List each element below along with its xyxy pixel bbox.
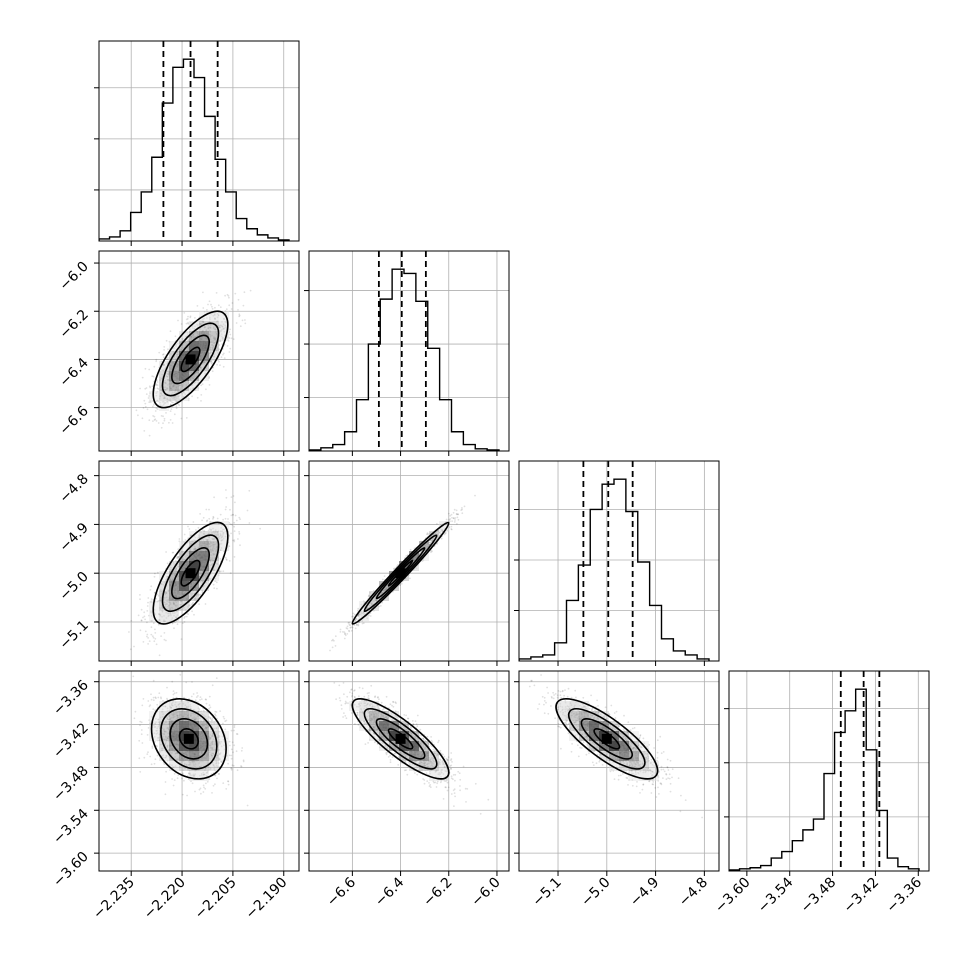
x-tick-label: −5.0 [578,875,613,910]
contour-level-2 [160,708,218,770]
hist-panel-0 [94,40,300,246]
x-tick-label: −4.8 [676,875,711,910]
y-tick-label: −4.9 [56,520,91,555]
axes-frame [308,670,510,872]
x-tick-label: −3.48 [798,875,840,917]
density-peak [601,733,612,744]
axes-frame [98,250,300,452]
axes-frame [728,670,930,872]
y-tick-label: −3.36 [50,677,92,719]
y-tick-label: −5.0 [56,569,91,604]
axes-frame [518,460,720,662]
gridlines [519,461,719,661]
contours [152,310,229,409]
contours [351,698,450,780]
contour-level-2 [161,322,220,397]
x-tick-label: −6.6 [324,874,359,909]
contour-level-2 [161,534,220,613]
contour-level-3 [152,310,229,409]
y-tick-label: −6.0 [56,259,91,294]
panel-1-2 [304,460,510,666]
corner-panels: −6.6−6.4−6.2−6.0−5.1−5.0−4.9−4.8−2.235 −2… [50,40,930,923]
axes-frame [98,670,300,872]
x-tick-label: −3.54 [755,874,797,916]
hist-panel-1 [304,250,510,456]
x-tick-label: −6.2 [420,875,455,910]
y-tick-label: −3.42 [50,720,92,762]
panel-2-3: −5.1 −5.0 −4.9 −4.8 [514,670,720,910]
contour-level-1 [580,718,633,760]
histogram [309,268,500,451]
panel-0-1: −6.6 −6.4 −6.2 −6.0 [56,250,300,456]
x-tick-label: −2.190 [243,875,291,923]
density-peak [183,733,194,744]
gridlines [99,41,299,241]
contour-level-1 [171,547,210,600]
histogram [729,688,920,871]
x-tick-label: −3.42 [841,875,883,917]
y-tick-label: −6.6 [56,403,91,438]
histogram [99,58,290,241]
x-tick-label: −6.0 [468,875,503,910]
gridlines [309,671,509,871]
histogram [519,478,710,661]
gridlines [309,251,509,451]
hist-panel-3: −3.60 −3.54 −3.48 −3.42 −3.36 [712,670,930,917]
x-tick-label: −2.220 [141,875,189,923]
x-tick-label: −6.4 [372,874,407,909]
contour-level-0 [178,728,199,750]
panel-1-3: −6.6 −6.4 −6.2 −6.0 [304,670,510,910]
x-tick-label: −4.9 [627,875,662,910]
hist-panel-2 [514,460,720,666]
contour-level-2 [567,708,646,770]
y-tick-label: −3.54 [50,806,92,848]
gridlines [519,671,719,871]
y-tick-label: −4.8 [56,471,91,506]
contour-level-3 [351,698,450,780]
y-tick-label: −5.1 [56,617,91,652]
contours [150,698,227,780]
x-tick-label: −3.60 [712,875,754,917]
contour-level-1 [169,718,209,760]
contour-level-2 [363,708,438,770]
axes-frame [98,40,300,242]
contour-level-3 [152,521,229,625]
density-peak [395,733,406,744]
x-tick-label: −3.36 [883,874,925,916]
density-peak [185,354,196,365]
panel-0-3: −2.235 −2.220 −2.205 −2.190−3.60−3.54−3.48−… [50,670,300,923]
axes-frame [98,460,300,662]
axes-frame [308,250,510,452]
panel-0-2: −5.1 −5.0 −4.9 −4.8 [56,460,300,666]
x-tick-label: −2.235 [90,875,138,923]
contour-level-3 [150,698,227,780]
density-peak [395,568,406,579]
gridlines [729,671,929,871]
density-peak [185,568,196,579]
contour-level-1 [375,718,426,760]
x-tick-label: −5.1 [529,875,564,910]
contour-level-1 [171,334,210,385]
y-tick-label: −6.2 [56,307,91,342]
x-tick-label: −2.205 [192,875,240,923]
contour-level-3 [555,698,659,780]
y-tick-label: −6.4 [56,355,91,390]
axes-frame [518,670,720,872]
axes-frame [308,460,510,662]
y-tick-label: −3.60 [50,849,92,891]
y-tick-label: −3.48 [50,763,92,805]
